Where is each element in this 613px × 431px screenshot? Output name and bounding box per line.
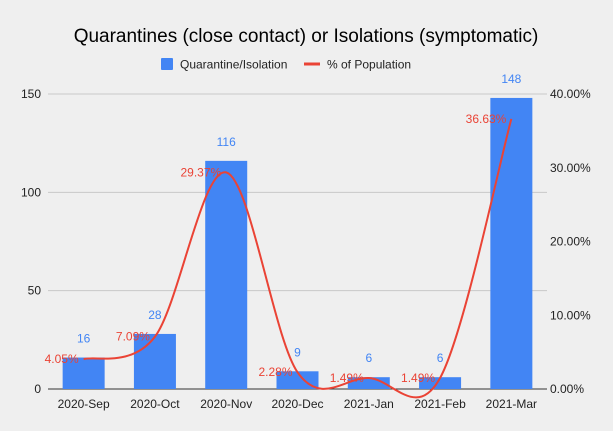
bar-series (62, 97, 533, 389)
left-tick-label: 0 (34, 382, 41, 396)
bar[interactable] (347, 377, 390, 389)
line-data-label: 2.28% (258, 365, 292, 379)
legend-bar-swatch (161, 58, 173, 70)
bar[interactable] (490, 97, 533, 389)
line-data-label: 4.05% (45, 352, 79, 366)
bar-data-label: 9 (294, 345, 301, 359)
right-tick-label: 40.00% (550, 87, 591, 101)
bar-data-label: 28 (148, 308, 162, 322)
right-tick-label: 10.00% (550, 308, 591, 322)
x-tick-label: 2020-Nov (200, 397, 252, 411)
right-axis: 0.00% 10.00% 20.00% 30.00% 40.00% (550, 87, 591, 396)
bar-data-label: 6 (437, 351, 444, 365)
x-tick-label: 2021-Jan (344, 397, 394, 411)
legend-item-bars[interactable]: Quarantine/Isolation (161, 58, 287, 72)
line-data-label: 1.49% (330, 371, 364, 385)
x-axis: 2020-Sep 2020-Oct 2020-Nov 2020-Dec 2021-Jan… (58, 397, 537, 411)
bar[interactable] (419, 377, 462, 389)
bar[interactable] (133, 333, 176, 389)
legend-bar-label: Quarantine/Isolation (180, 58, 287, 72)
right-tick-label: 0.00% (550, 382, 584, 396)
left-tick-label: 100 (21, 185, 41, 199)
bar[interactable] (205, 160, 248, 389)
bar-data-label: 16 (77, 332, 91, 346)
x-tick-label: 2020-Dec (271, 397, 323, 411)
bar-data-labels: 16 28 116 9 6 6 148 (77, 72, 522, 365)
bar-data-label: 116 (217, 135, 236, 149)
x-tick-label: 2021-Feb (414, 397, 466, 411)
x-tick-label: 2021-Mar (486, 397, 537, 411)
line-data-label: 7.09% (116, 330, 150, 344)
legend-line-label: % of Population (327, 58, 411, 72)
line-series (83, 118, 513, 399)
line-data-label: 36.63% (466, 112, 507, 126)
x-tick-label: 2020-Oct (130, 397, 180, 411)
bar-data-label: 6 (365, 351, 372, 365)
line-data-label: 1.49% (401, 371, 435, 385)
left-tick-label: 150 (21, 87, 41, 101)
bar[interactable] (62, 357, 105, 389)
line-data-label: 29.37% (181, 165, 222, 179)
right-tick-label: 30.00% (550, 161, 591, 175)
legend-item-line[interactable]: % of Population (304, 58, 411, 72)
left-tick-label: 50 (28, 284, 42, 298)
x-tick-label: 2020-Sep (58, 397, 110, 411)
right-tick-label: 20.00% (550, 235, 591, 249)
left-axis: 0 50 100 150 (21, 87, 41, 396)
line-path[interactable] (83, 118, 513, 399)
bar-data-label: 148 (501, 72, 521, 86)
chart-title: Quarantines (close contact) or Isolation… (74, 26, 539, 47)
line-data-labels: 4.05% 7.09% 29.37% 2.28% 1.49% 1.49% 36.63% (45, 112, 507, 385)
gridlines (48, 93, 547, 390)
legend: Quarantine/Isolation % of Population (161, 58, 411, 72)
